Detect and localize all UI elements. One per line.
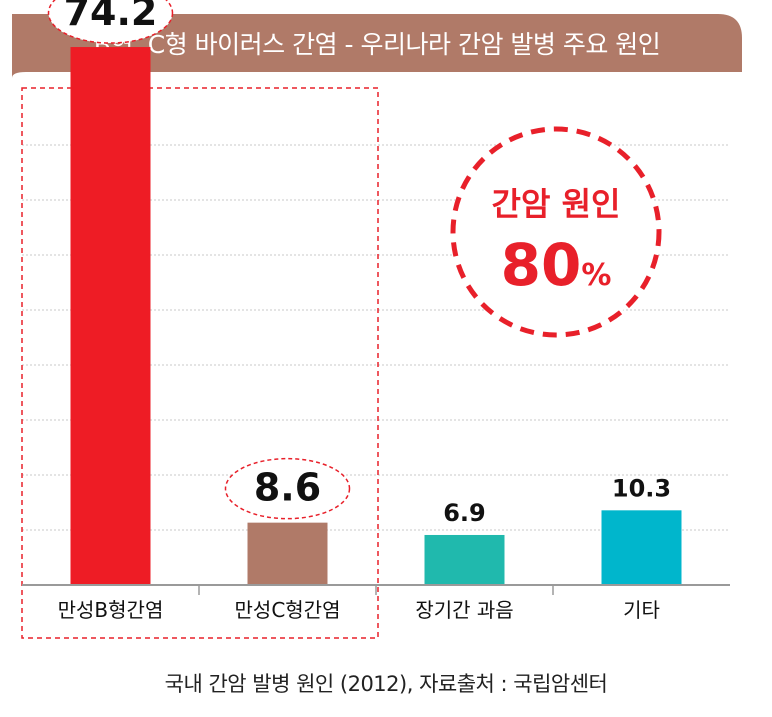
bars bbox=[70, 47, 682, 586]
bar bbox=[424, 534, 505, 585]
category-label: 기타 bbox=[623, 598, 660, 622]
value-label: 8.6 bbox=[254, 466, 321, 510]
category-label: 장기간 과음 bbox=[415, 598, 513, 622]
bar bbox=[601, 510, 682, 585]
title-banner bbox=[12, 14, 742, 78]
value-labels: 74.2 8.6 6.9 10.3 bbox=[47, 0, 671, 527]
callout-unit: % bbox=[581, 258, 611, 293]
callout-value: 80% bbox=[501, 231, 612, 299]
source-caption: 국내 간암 발병 원인 (2012), 자료출처 : 국립암센터 bbox=[164, 672, 608, 696]
value-label: 74.2 bbox=[64, 0, 158, 34]
highlight-box bbox=[21, 87, 379, 639]
bar bbox=[70, 47, 151, 586]
value-label-ellipse bbox=[224, 457, 351, 520]
callout-label: 간암 원인 bbox=[492, 185, 621, 223]
bar bbox=[247, 522, 328, 585]
callout-circle: 간암 원인 80% bbox=[450, 126, 662, 338]
category-label: 만성B형간염 bbox=[58, 598, 164, 622]
value-label: 10.3 bbox=[612, 474, 671, 502]
chart-title: B형, C형 바이러스 간염 - 우리나라 간암 발병 주요 원인 bbox=[93, 30, 661, 59]
category-label: 만성C형간염 bbox=[235, 598, 341, 622]
callout-number: 80 bbox=[501, 231, 582, 299]
x-axis: 만성B형간염 만성C형간염 장기간 과음 기타 bbox=[22, 584, 730, 622]
value-label: 6.9 bbox=[443, 499, 486, 527]
value-label-ellipse bbox=[47, 0, 174, 44]
